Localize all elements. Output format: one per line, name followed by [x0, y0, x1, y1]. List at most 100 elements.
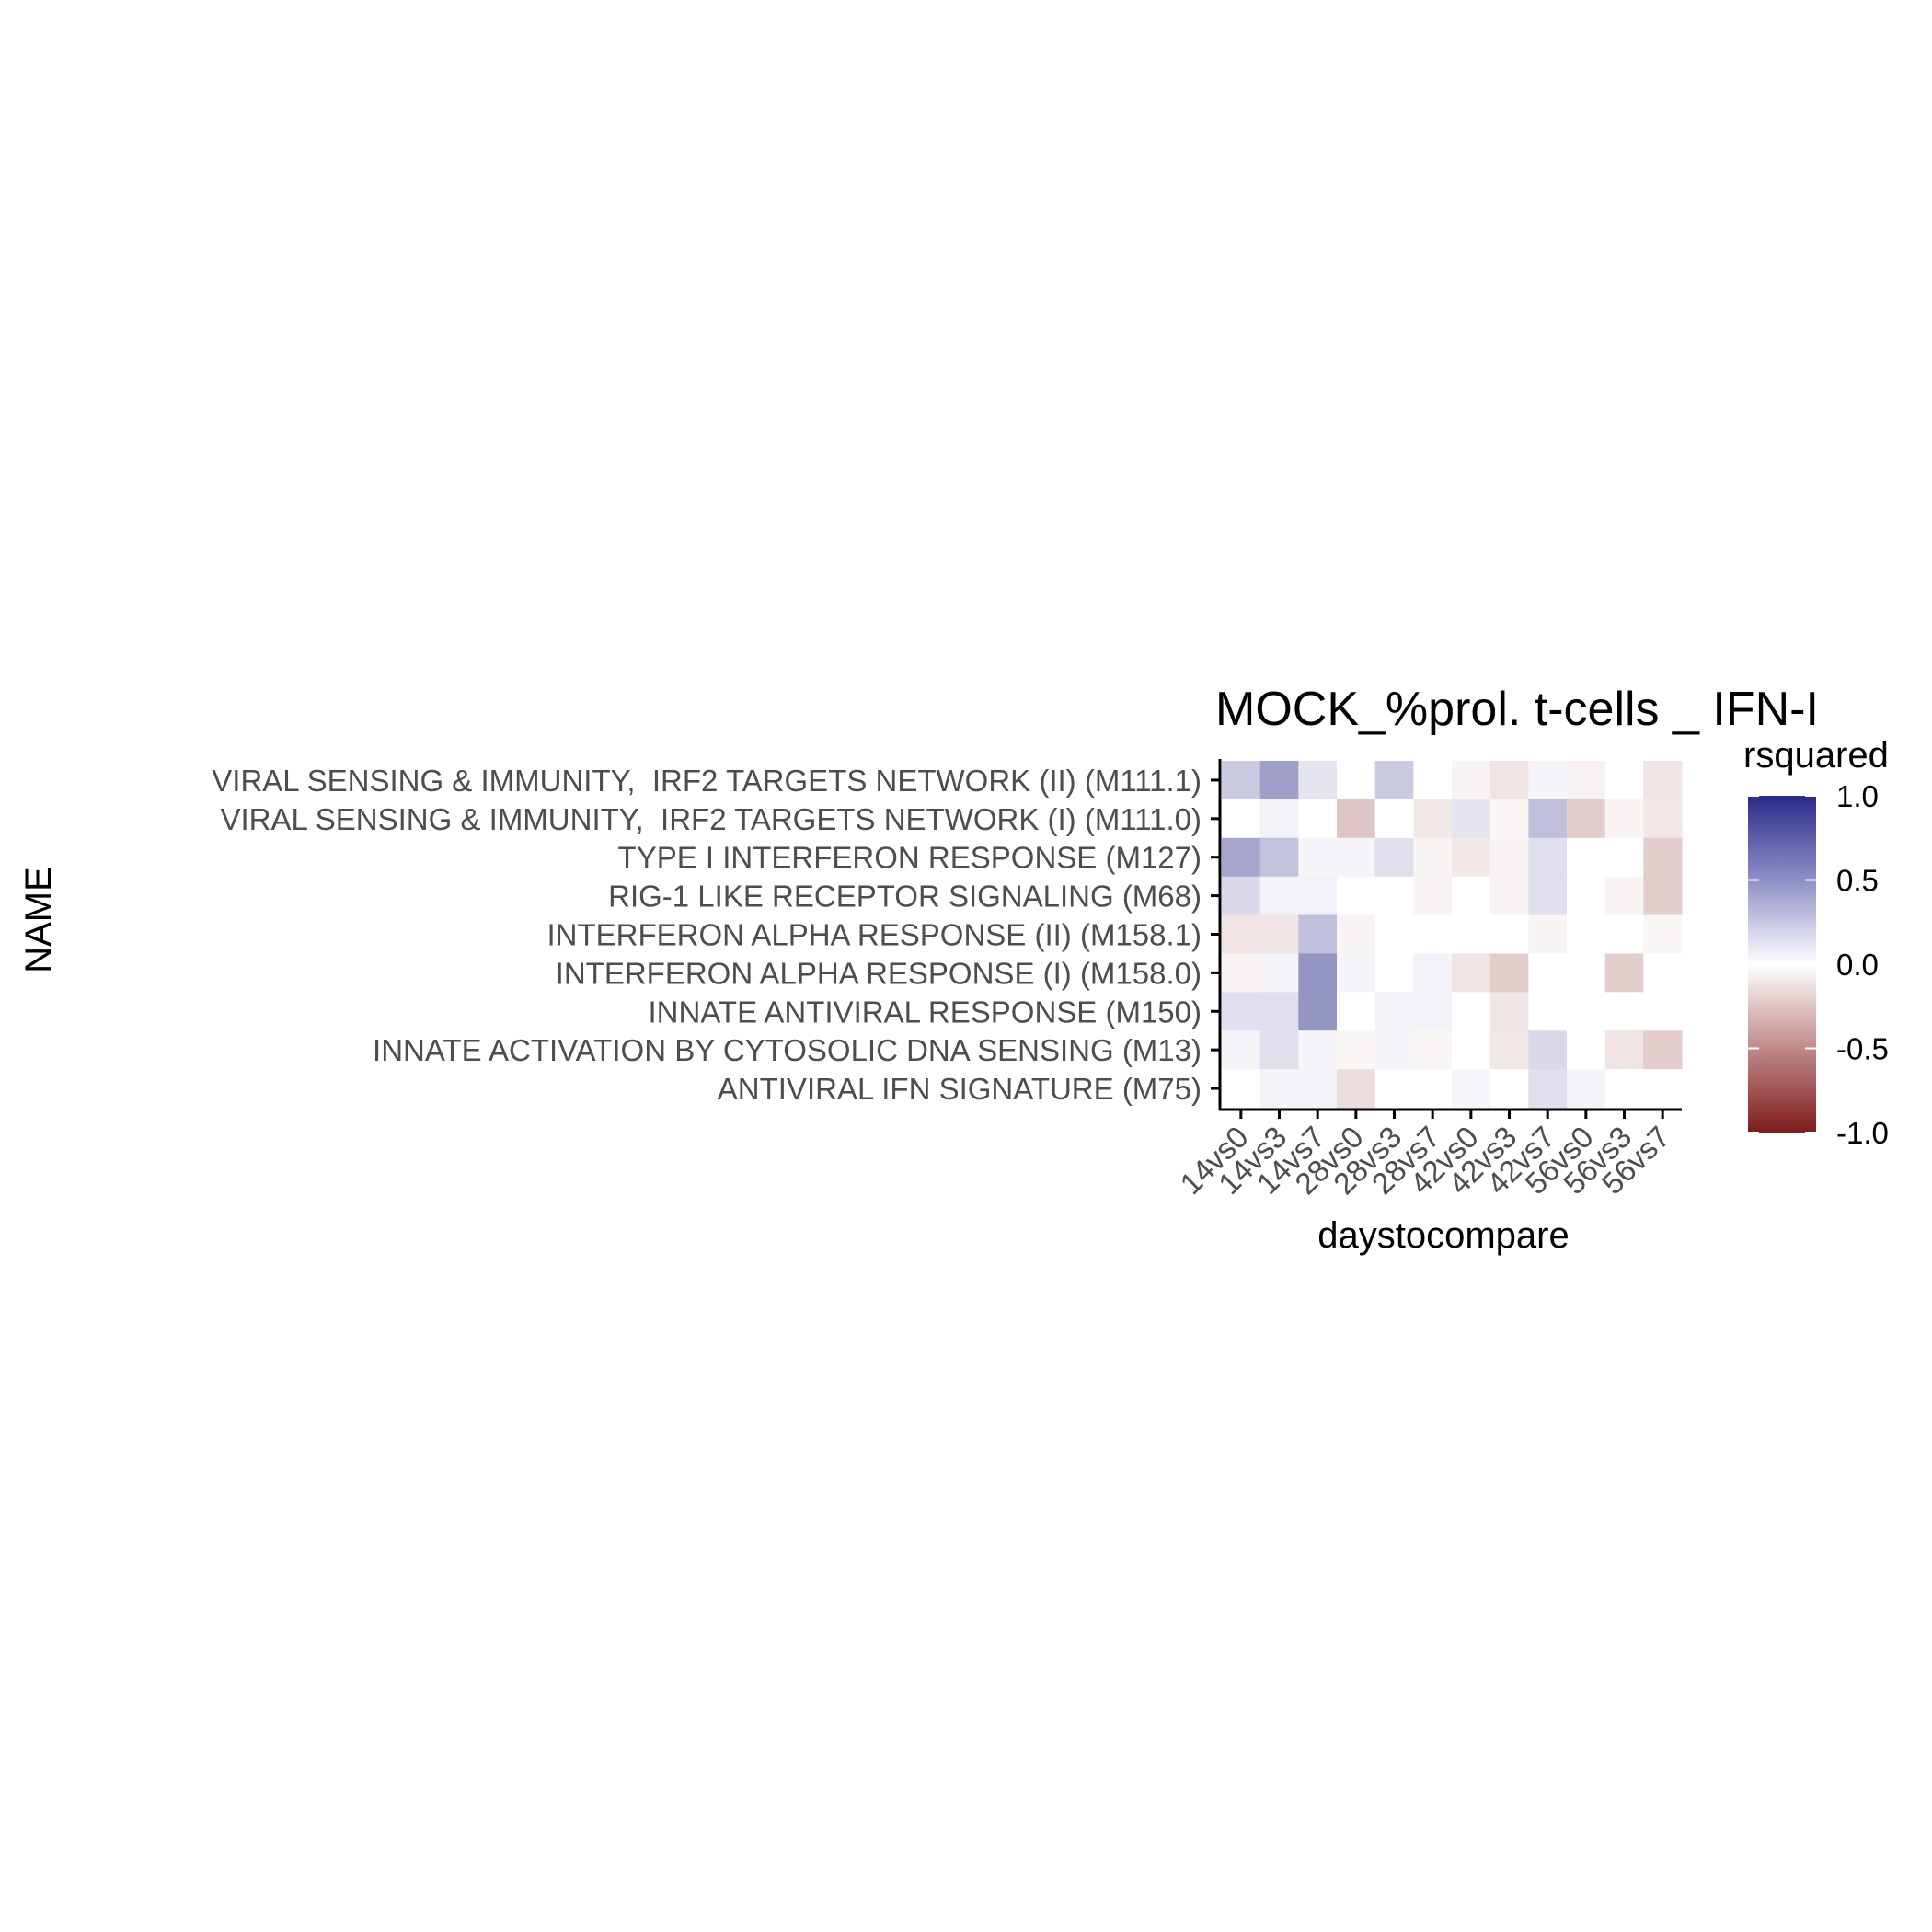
legend-title: rsquared: [1743, 735, 1889, 776]
heatmap-cell: [1413, 761, 1453, 800]
heatmap-cell: [1222, 876, 1261, 916]
heatmap-cell: [1452, 953, 1491, 993]
heatmap-cell: [1643, 953, 1683, 993]
y-tick-label: VIRAL SENSING & IMMUNITY, IRF2 TARGETS N…: [212, 764, 1202, 798]
y-tick-label: INTERFERON ALPHA RESPONSE (I) (M158.0): [556, 956, 1202, 990]
heatmap-cell: [1567, 799, 1606, 839]
heatmap-cell: [1222, 992, 1261, 1031]
heatmap-cell: [1222, 953, 1261, 993]
legend-colorbar: [1748, 796, 1816, 1133]
heatmap-cell: [1259, 1030, 1299, 1070]
heatmap-cell: [1413, 799, 1453, 839]
heatmap-cell: [1489, 953, 1529, 993]
y-tick-label: RIG-1 LIKE RECEPTOR SIGNALING (M68): [608, 880, 1202, 914]
heatmap-cell: [1413, 914, 1453, 954]
heatmap-cell: [1222, 837, 1261, 878]
heatmap-cell: [1413, 1030, 1453, 1070]
heatmap-cell: [1337, 1069, 1376, 1109]
heatmap-cell: [1259, 876, 1299, 916]
heatmap-cell: [1298, 1030, 1338, 1070]
y-tick-label: ANTIVIRAL IFN SIGNATURE (M75): [718, 1072, 1202, 1106]
heatmap-cell: [1567, 992, 1606, 1031]
heatmap-cell: [1374, 1030, 1414, 1070]
heatmap-cell: [1643, 1069, 1683, 1109]
heatmap-cell: [1337, 953, 1376, 993]
legend-tick-label: 0.0: [1836, 948, 1879, 982]
y-tick-label: INNATE ANTIVIRAL RESPONSE (M150): [649, 995, 1202, 1029]
heatmap-cell: [1222, 799, 1261, 839]
heatmap-cell: [1452, 992, 1491, 1031]
heatmap-cell: [1567, 914, 1606, 954]
heatmap-cell: [1528, 953, 1568, 993]
heatmap-cell: [1452, 1030, 1491, 1070]
heatmap-cell: [1298, 992, 1338, 1031]
heatmap-cell: [1489, 799, 1529, 839]
heatmap-cell: [1298, 761, 1338, 800]
heatmap-cell: [1567, 761, 1606, 800]
heatmap-cell: [1259, 799, 1299, 839]
heatmap-cell: [1298, 914, 1338, 954]
chart-title: MOCK_%prol. t-cells _ IFN-I: [1215, 683, 1819, 736]
heatmap-cell: [1298, 837, 1338, 878]
heatmap-cell: [1604, 837, 1644, 878]
heatmap-cell: [1452, 876, 1491, 916]
legend-tick-label: 1.0: [1836, 779, 1879, 813]
y-tick-label: VIRAL SENSING & IMMUNITY, IRF2 TARGETS N…: [220, 802, 1202, 836]
heatmap-cell: [1567, 953, 1606, 993]
heatmap-cell: [1528, 761, 1568, 800]
heatmap-cell: [1374, 799, 1414, 839]
heatmap-cell: [1298, 953, 1338, 993]
heatmap-cell: [1413, 1069, 1453, 1109]
heatmap-cell: [1489, 992, 1529, 1031]
heatmap-cell: [1567, 1069, 1606, 1109]
heatmap-cell: [1643, 914, 1683, 954]
heatmap-cell: [1528, 1030, 1568, 1070]
x-tick-labels: 14vs014vs314vs728vs028vs328vs742vs042vs3…: [1173, 1120, 1676, 1201]
heatmap-cell: [1413, 837, 1453, 878]
heatmap-cell: [1528, 799, 1568, 839]
heatmap-cell: [1298, 1069, 1338, 1109]
heatmap-cell: [1452, 761, 1491, 800]
heatmap-cell: [1413, 876, 1453, 916]
heatmap-cell: [1374, 914, 1414, 954]
heatmap-cell: [1604, 876, 1644, 916]
heatmap-cell: [1337, 876, 1376, 916]
heatmap-cell: [1604, 1069, 1644, 1109]
heatmap-cell: [1489, 914, 1529, 954]
axes: [1211, 759, 1682, 1119]
legend-tick-label: -0.5: [1836, 1032, 1889, 1066]
color-legend: rsquared 1.0 0.5 0.0 -0.5 -1.0: [1743, 735, 1889, 1150]
heatmap-cell: [1604, 799, 1644, 839]
heatmap-cell: [1337, 914, 1376, 954]
heatmap-cell: [1604, 1030, 1644, 1070]
heatmap-cell: [1528, 1069, 1568, 1109]
heatmap-cell: [1222, 914, 1261, 954]
heatmap-cell: [1604, 761, 1644, 800]
legend-tick-label: 0.5: [1836, 864, 1879, 898]
heatmap-cell: [1452, 914, 1491, 954]
heatmap-cell: [1222, 1030, 1261, 1070]
heatmap-cell: [1643, 837, 1683, 878]
heatmap-cell: [1643, 761, 1683, 800]
heatmap-cell: [1337, 799, 1376, 839]
heatmap-cell: [1643, 992, 1683, 1031]
heatmap-cell: [1337, 1030, 1376, 1070]
heatmap-cell: [1222, 1069, 1261, 1109]
heatmap-cell: [1528, 876, 1568, 916]
heatmap-cell: [1604, 992, 1644, 1031]
heatmap-cell: [1259, 992, 1299, 1031]
heatmap-cell: [1452, 799, 1491, 839]
heatmap-cell: [1528, 837, 1568, 878]
heatmap-cell: [1259, 914, 1299, 954]
heatmap-cell: [1489, 837, 1529, 878]
heatmap-cell: [1222, 761, 1261, 800]
y-tick-label: INNATE ACTIVATION BY CYTOSOLIC DNA SENSI…: [373, 1033, 1202, 1067]
heatmap-cell: [1489, 761, 1529, 800]
heatmap-cell: [1489, 1069, 1529, 1109]
heatmap-cell: [1298, 876, 1338, 916]
heatmap-cell: [1337, 992, 1376, 1031]
heatmap-cell: [1643, 876, 1683, 916]
heatmap-cell: [1374, 992, 1414, 1031]
y-tick-labels: VIRAL SENSING & IMMUNITY, IRF2 TARGETS N…: [212, 764, 1202, 1106]
